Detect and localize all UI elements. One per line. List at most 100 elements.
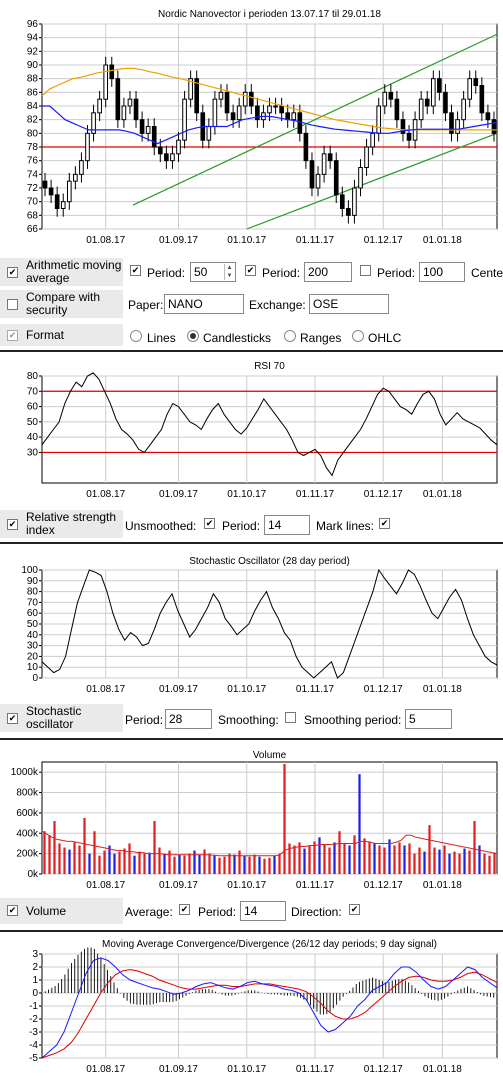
period1-checkbox[interactable] — [130, 265, 141, 276]
ma-row-label: Arithmetic moving average — [0, 258, 123, 286]
mark-lines-label: Mark lines: — [316, 519, 375, 533]
volume-bar — [123, 848, 126, 874]
average-checkbox[interactable] — [179, 904, 190, 915]
volume-bar — [48, 835, 51, 874]
compare-checkbox[interactable] — [7, 299, 18, 310]
period3-checkbox[interactable] — [360, 265, 371, 276]
period3-label: Period: — [377, 266, 416, 280]
stoch-y-tick-9: 90 — [27, 576, 39, 587]
candle-body — [327, 153, 333, 162]
price-y-tick-14: 94 — [27, 33, 39, 44]
unsmoothed-checkbox[interactable] — [204, 518, 215, 529]
period2-label: Period: — [262, 266, 301, 280]
volume-bar — [313, 841, 316, 874]
format-ohlc-label: OHLC — [368, 331, 402, 345]
format-ranges-radio[interactable] — [284, 330, 296, 342]
period2-input[interactable]: 200 — [304, 262, 352, 282]
volume-bar — [93, 831, 96, 874]
macd-chart: 01.08.17 01.09.17 01.10.17 01.11.17 01.12.17… — [29, 939, 498, 1075]
stoch-y-tick-2: 20 — [27, 651, 39, 662]
price-plot-frame — [41, 23, 498, 230]
stoch-period-input[interactable]: 28 — [165, 709, 212, 729]
period1-spinner[interactable]: ▲ ▼ — [224, 264, 234, 280]
volume-bar — [283, 764, 286, 874]
stoch-x-tick-5: 01.01.18 — [423, 684, 462, 695]
rsi-period-input[interactable]: 14 — [264, 515, 310, 535]
volume-y-tick-3: 600k — [16, 808, 39, 819]
volume-bar — [148, 852, 151, 874]
period3-input[interactable]: 100 — [419, 262, 465, 282]
volume-x-tick-3: 01.11.17 — [296, 880, 335, 891]
stoch-x-tick-2: 01.10.17 — [227, 684, 266, 695]
ma-label: Arithmetic moving average — [26, 258, 122, 285]
candle-body — [358, 167, 363, 189]
direction-checkbox[interactable] — [349, 904, 360, 915]
paper-input[interactable]: NANO — [164, 294, 244, 314]
stoch-checkbox[interactable] — [7, 713, 18, 724]
period2-value: 200 — [308, 265, 329, 279]
vol-period-label: Period: — [198, 905, 237, 919]
volume-bar — [113, 853, 116, 874]
price-y-tick-8: 82 — [27, 115, 39, 126]
ma-checkbox[interactable] — [7, 267, 18, 278]
volume-y-tick-5: 1000k — [11, 767, 39, 778]
period1-value: 50 — [194, 265, 208, 279]
price-x-tick-5: 01.01.18 — [423, 235, 462, 246]
format-candlesticks-radio[interactable] — [187, 330, 199, 342]
volume-bar — [103, 850, 106, 874]
volume-bar — [218, 857, 221, 874]
candle-body — [151, 126, 157, 148]
direction-label: Direction: — [291, 905, 342, 919]
volume-bar — [378, 845, 381, 874]
volume-bar — [43, 831, 46, 874]
macd-title: Moving Average Convergence/Divergence (2… — [102, 939, 437, 950]
price-y-tick-6: 78 — [27, 142, 39, 153]
period2-checkbox[interactable] — [245, 265, 256, 276]
candle-body — [48, 187, 54, 196]
format-row-label: Format — [0, 324, 123, 346]
stoch-x-tick-4: 01.12.17 — [364, 684, 403, 695]
price-y-tick-15: 96 — [27, 19, 39, 30]
stoch-y-tick-3: 30 — [27, 641, 39, 652]
candle-body — [388, 91, 394, 100]
candle-body — [54, 194, 60, 209]
volume-bar — [453, 851, 456, 874]
rsi-y-tick-4: 70 — [27, 386, 39, 397]
rsi-checkbox[interactable] — [7, 519, 18, 530]
stoch-y-tick-5: 50 — [27, 619, 39, 630]
candle-body — [418, 98, 424, 121]
format-lines-radio[interactable] — [130, 330, 142, 342]
price-y-tick-2: 70 — [27, 197, 39, 208]
smoothing-checkbox[interactable] — [285, 712, 296, 723]
macd-y-tick-8: 3 — [32, 949, 38, 960]
mark-lines-checkbox[interactable] — [379, 518, 390, 529]
exchange-input[interactable]: OSE — [309, 294, 389, 314]
candle-body — [394, 98, 400, 121]
volume-x-tick-0: 01.08.17 — [86, 880, 125, 891]
volume-x-tick-5: 01.01.18 — [423, 880, 462, 891]
candle-body — [376, 105, 382, 134]
smoothing-period-input[interactable]: 5 — [405, 709, 452, 729]
volume-bar — [428, 825, 431, 874]
candle-body — [479, 85, 485, 114]
candle-body — [370, 132, 375, 148]
vol-period-input[interactable]: 14 — [240, 901, 286, 921]
volume-average-line — [41, 830, 498, 857]
volume-bar — [88, 853, 91, 874]
format-ohlc-radio[interactable] — [352, 330, 364, 342]
volume-bar — [343, 843, 346, 874]
trend-line-1 — [246, 132, 498, 230]
candle-body — [406, 132, 412, 141]
volume-bar — [208, 853, 211, 874]
volume-bar — [433, 847, 436, 874]
price-x-tick-0: 01.08.17 — [86, 235, 125, 246]
volume-checkbox[interactable] — [7, 905, 18, 916]
candle-body — [115, 78, 121, 121]
period1-input[interactable]: 50 ▲ ▼ — [190, 262, 236, 282]
stoch-y-tick-6: 60 — [27, 608, 39, 619]
candle-body — [382, 91, 388, 107]
format-candlesticks-label: Candlesticks — [203, 331, 272, 345]
macd-y-tick-5: 0 — [32, 988, 38, 999]
volume-bar — [138, 851, 141, 874]
price-title: Nordic Nanovector i perioden 13.07.17 ti… — [158, 9, 381, 20]
